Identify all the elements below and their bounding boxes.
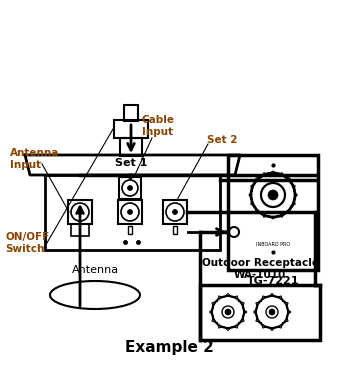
Circle shape bbox=[172, 210, 177, 214]
Text: ON/OFF
Switch: ON/OFF Switch bbox=[5, 232, 49, 254]
Bar bbox=[68, 200, 92, 224]
Bar bbox=[163, 200, 187, 224]
Circle shape bbox=[269, 309, 275, 315]
Text: TG-7221: TG-7221 bbox=[247, 276, 299, 286]
Bar bbox=[128, 226, 132, 234]
Circle shape bbox=[77, 210, 82, 214]
Text: Antenna: Antenna bbox=[71, 265, 119, 275]
Text: Set 1: Set 1 bbox=[115, 158, 147, 168]
Bar bbox=[114, 120, 148, 138]
Bar bbox=[118, 200, 142, 224]
Circle shape bbox=[225, 309, 231, 315]
Bar bbox=[173, 226, 177, 234]
Text: Cable
Input: Cable Input bbox=[142, 115, 175, 137]
Bar bbox=[71, 224, 89, 236]
Circle shape bbox=[127, 210, 132, 214]
Text: Antenna
Input: Antenna Input bbox=[10, 148, 59, 170]
Bar bbox=[45, 175, 220, 250]
Circle shape bbox=[127, 185, 132, 190]
Text: INBOARD PRO: INBOARD PRO bbox=[256, 243, 290, 247]
Bar bbox=[119, 177, 141, 199]
Circle shape bbox=[268, 190, 278, 200]
Text: Set 2: Set 2 bbox=[207, 135, 238, 145]
Bar bbox=[120, 138, 142, 156]
Bar bbox=[228, 155, 318, 270]
Text: Outdoor Receptacle
WA-1010: Outdoor Receptacle WA-1010 bbox=[201, 258, 318, 280]
Polygon shape bbox=[25, 155, 240, 175]
Bar bbox=[200, 285, 320, 340]
Bar bbox=[124, 105, 138, 121]
Text: Example 2: Example 2 bbox=[125, 340, 213, 355]
